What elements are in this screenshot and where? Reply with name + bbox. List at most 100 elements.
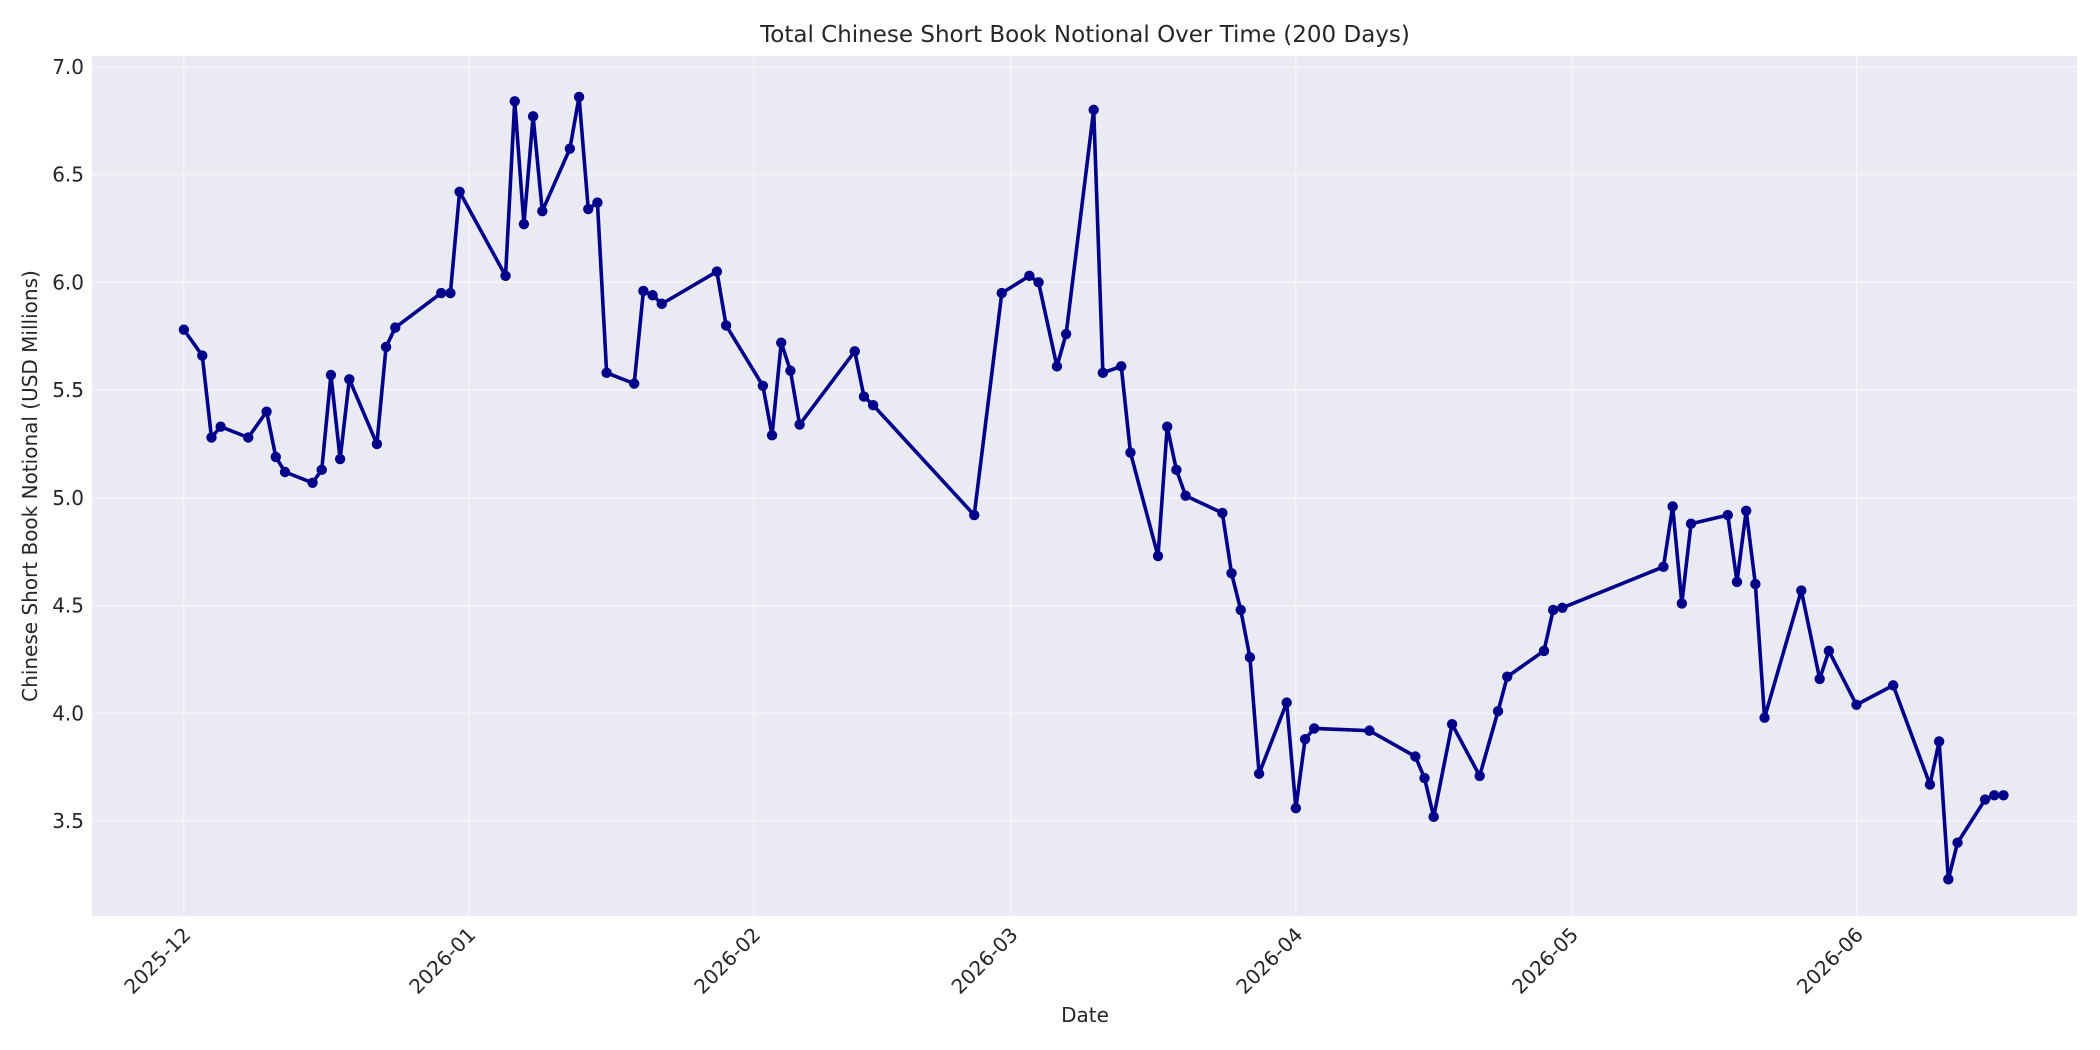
- data-point: [601, 367, 612, 379]
- data-point: [1290, 803, 1302, 814]
- data-point: [969, 509, 980, 521]
- data-point: [527, 111, 539, 122]
- data-point: [436, 287, 447, 299]
- data-point: [1309, 723, 1320, 734]
- data-point: [1538, 645, 1550, 657]
- y-tick-label: 6.5: [52, 163, 84, 187]
- data-point: [638, 285, 649, 297]
- data-point: [849, 346, 860, 357]
- y-axis-label: Chinese Short Book Notional (USD Million…: [18, 270, 42, 702]
- data-point: [1116, 361, 1127, 372]
- data-point: [867, 399, 879, 411]
- data-point: [1685, 518, 1697, 529]
- y-tick-label: 5.0: [52, 486, 84, 510]
- y-tick-label: 6.0: [52, 270, 84, 294]
- data-point: [1217, 507, 1228, 519]
- data-point: [1547, 604, 1559, 616]
- data-point: [1952, 837, 1963, 848]
- data-point: [1823, 645, 1835, 657]
- data-point: [197, 350, 208, 361]
- y-tick-label: 7.0: [52, 55, 84, 79]
- y-tick-label: 4.5: [52, 594, 84, 618]
- data-point: [1492, 706, 1504, 717]
- data-point: [518, 218, 530, 230]
- data-point: [1171, 464, 1182, 476]
- x-tick-label: 2025-12: [119, 923, 195, 999]
- data-point: [766, 430, 778, 441]
- data-point: [1281, 697, 1292, 708]
- data-point: [583, 203, 594, 215]
- x-tick-label: 2026-04: [1231, 923, 1307, 999]
- data-point: [1759, 712, 1770, 723]
- data-point: [1814, 673, 1825, 685]
- data-point: [371, 438, 383, 450]
- y-tick-label: 4.0: [52, 701, 84, 725]
- data-point: [1943, 874, 1954, 885]
- data-point: [573, 91, 585, 103]
- data-point: [1731, 576, 1743, 588]
- data-point: [1502, 671, 1513, 682]
- data-point: [380, 341, 392, 353]
- data-point: [1676, 598, 1688, 609]
- data-point: [316, 464, 327, 476]
- data-point: [178, 324, 190, 335]
- data-point: [500, 270, 511, 282]
- data-point: [206, 432, 217, 443]
- data-point: [564, 143, 576, 154]
- data-point: [1033, 277, 1044, 288]
- data-point: [1740, 505, 1752, 516]
- data-point: [1235, 604, 1246, 616]
- data-point: [1410, 751, 1421, 762]
- data-point: [509, 96, 520, 107]
- data-point: [1888, 680, 1899, 691]
- data-point: [1253, 768, 1265, 779]
- x-tick-label: 2026-06: [1792, 923, 1868, 999]
- x-tick-label: 2026-02: [689, 923, 765, 999]
- x-tick-label: 2026-05: [1507, 923, 1583, 999]
- series-layer: [178, 91, 2009, 885]
- data-point: [1097, 367, 1109, 379]
- data-point: [1162, 421, 1173, 432]
- grid-lines: [92, 56, 2077, 916]
- data-point: [261, 406, 272, 417]
- data-point: [1428, 811, 1439, 823]
- data-point: [1060, 328, 1072, 340]
- data-point: [711, 266, 723, 277]
- data-point: [215, 421, 226, 432]
- data-point: [1446, 718, 1458, 730]
- data-point: [279, 466, 291, 478]
- data-point: [656, 298, 667, 310]
- data-point: [243, 432, 254, 443]
- y-tick-label: 3.5: [52, 809, 84, 833]
- data-point: [720, 320, 732, 331]
- data-point: [1851, 699, 1862, 710]
- data-point: [1244, 652, 1256, 663]
- data-point: [1088, 104, 1099, 116]
- data-point: [794, 419, 805, 430]
- data-point: [1924, 779, 1936, 790]
- data-point: [592, 197, 603, 208]
- data-point: [1419, 772, 1430, 784]
- data-point: [1933, 736, 1945, 747]
- data-point: [270, 451, 281, 463]
- y-tick-label: 5.5: [52, 378, 84, 402]
- data-point: [390, 322, 401, 333]
- chart-title: Total Chinese Short Book Notional Over T…: [759, 22, 1410, 48]
- x-axis-label: Date: [1061, 1003, 1109, 1027]
- data-point: [996, 287, 1007, 299]
- data-point: [1125, 447, 1136, 458]
- data-point: [1750, 578, 1761, 590]
- data-point: [1364, 725, 1375, 736]
- data-point: [454, 186, 465, 197]
- data-point: [445, 287, 456, 299]
- data-point: [1226, 568, 1237, 579]
- data-point: [334, 453, 346, 465]
- data-point: [344, 374, 355, 385]
- x-tick-label: 2026-03: [946, 923, 1022, 999]
- data-point: [1979, 794, 1991, 805]
- data-point: [307, 477, 318, 488]
- data-point: [1796, 585, 1807, 596]
- data-point: [757, 380, 769, 391]
